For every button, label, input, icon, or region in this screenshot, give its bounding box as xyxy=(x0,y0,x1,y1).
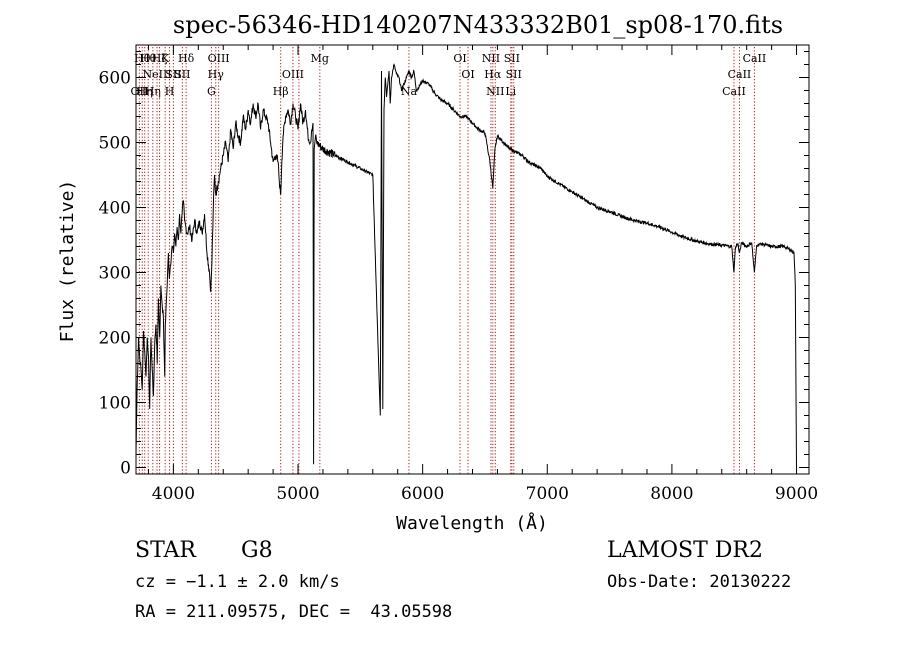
object-class: STAR xyxy=(135,538,196,563)
line-marker-label: CaII xyxy=(743,52,767,65)
line-marker-label: Hη xyxy=(137,85,153,98)
plot-frame xyxy=(135,44,810,475)
line-marker-label: K xyxy=(161,52,170,65)
x-tick-label: 7000 xyxy=(526,484,569,504)
spectrum-line xyxy=(135,63,797,468)
line-marker-label: Hβ xyxy=(273,85,289,98)
line-marker-label: Hθ xyxy=(134,52,151,65)
line-marker-label: CaII xyxy=(728,68,752,81)
y-axis-label: Flux (relative) xyxy=(57,180,78,343)
x-tick-label: 6000 xyxy=(401,484,444,504)
line-marker-label: OIII xyxy=(208,52,230,65)
x-axis-label: Wavelength (Å) xyxy=(396,512,548,534)
line-marker-label: OII xyxy=(131,85,149,98)
coordinates: RA = 211.09575, DEC = 43.05598 xyxy=(135,602,453,622)
line-marker-label: H xyxy=(165,85,175,98)
y-tick-label: 300 xyxy=(99,264,131,284)
line-marker-label: SII xyxy=(504,52,520,65)
line-marker-label: SII xyxy=(506,68,522,81)
survey-name: LAMOST DR2 xyxy=(607,538,763,563)
redshift-cz: cz = −1.1 ± 2.0 km/s xyxy=(135,572,340,592)
y-tick-label: 200 xyxy=(99,329,131,349)
y-tick-label: 500 xyxy=(99,134,131,154)
line-marker-label: SII xyxy=(174,68,190,81)
y-tick-label: 400 xyxy=(99,199,131,219)
line-marker-label: Hδ xyxy=(178,52,195,65)
line-marker-label: Na xyxy=(401,85,418,98)
line-marker-label: CaII xyxy=(722,85,746,98)
line-marker-label: Li xyxy=(505,85,516,98)
y-tick-label: 0 xyxy=(120,459,131,479)
line-marker-label: Hθ xyxy=(140,52,157,65)
line-marker-label: NII xyxy=(486,85,504,98)
x-tick-label: 4000 xyxy=(152,484,195,504)
line-marker-label: OIII xyxy=(282,68,304,81)
y-tick-label: 600 xyxy=(99,69,131,89)
chart-title: spec-56346-HD140207N433332B01_sp08-170.f… xyxy=(173,11,783,39)
line-marker-label: NII xyxy=(482,52,500,65)
line-marker-label: OI xyxy=(461,68,474,81)
line-marker-label: NeIII xyxy=(142,68,171,81)
line-marker-label: Mg xyxy=(311,52,329,65)
line-marker-label: Hα xyxy=(484,68,502,81)
obs-date: Obs-Date: 20130222 xyxy=(607,572,792,592)
line-marker-label: Hη xyxy=(145,85,161,98)
line-marker-label: SII xyxy=(165,68,181,81)
x-axis: 4000 5000 6000 7000 8000 9000 xyxy=(147,45,818,504)
x-tick-label: 8000 xyxy=(650,484,693,504)
line-markers: OIIHθHηHθHηNeIIIHζKHSIISIIHδGHγOIIIHβOII… xyxy=(131,47,767,474)
line-marker-label: Hζ xyxy=(152,52,168,65)
line-marker-label: OI xyxy=(453,52,466,65)
x-tick-label: 5000 xyxy=(276,484,319,504)
line-marker-label: G xyxy=(207,85,216,98)
line-marker-label: Hγ xyxy=(208,68,225,81)
x-tick-label: 9000 xyxy=(775,484,818,504)
y-axis: 0 100 200 300 400 500 600 xyxy=(99,51,809,479)
y-tick-label: 100 xyxy=(99,394,131,414)
subclass: G8 xyxy=(241,538,273,563)
